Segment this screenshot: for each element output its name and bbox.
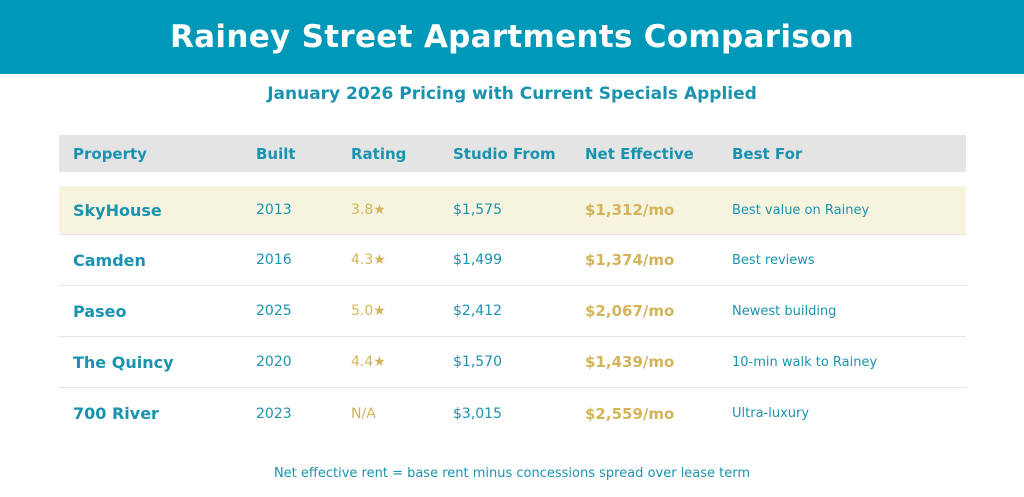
table-row: 700 River 2023 N/A $3,015 $2,559/mo Ultr… [59, 388, 966, 439]
header-studio-from: Studio From [453, 144, 556, 163]
page-title: Rainey Street Apartments Comparison [170, 19, 854, 55]
table-row: SkyHouse 2013 3.8★ $1,575 $1,312/mo Best… [59, 186, 966, 235]
page-subtitle: January 2026 Pricing with Current Specia… [267, 84, 757, 104]
rating-value: 4.3★ [351, 252, 386, 268]
best-for-note: Best value on Rainey [732, 202, 870, 218]
built-year: 2023 [256, 405, 292, 422]
comparison-table: Property Built Rating Studio From Net Ef… [59, 135, 966, 439]
header-built: Built [256, 144, 296, 163]
rating-value: 4.4★ [351, 354, 386, 370]
header-net-effective: Net Effective [585, 144, 694, 163]
best-for-note: Ultra-luxury [732, 406, 810, 421]
property-name: Paseo [73, 301, 127, 321]
best-for-note: Newest building [732, 303, 837, 319]
built-year: 2013 [256, 202, 292, 218]
net-effective-price: $1,439/mo [585, 353, 675, 371]
header-rating: Rating [351, 144, 407, 163]
title-banner: Rainey Street Apartments Comparison [0, 0, 1024, 74]
studio-price: $3,015 [453, 405, 502, 422]
property-name: The Quincy [73, 352, 174, 372]
footnote: Net effective rent = base rent minus con… [273, 466, 751, 481]
net-effective-price: $1,374/mo [585, 251, 675, 269]
net-effective-price: $1,312/mo [585, 201, 675, 219]
studio-price: $2,412 [453, 303, 502, 319]
studio-price: $1,575 [453, 202, 502, 218]
table-row: The Quincy 2020 4.4★ $1,570 $1,439/mo 10… [59, 337, 966, 388]
rating-value: N/A [351, 405, 376, 422]
rating-value: 3.8★ [351, 202, 386, 218]
net-effective-price: $2,067/mo [585, 302, 675, 320]
best-for-note: Best reviews [732, 252, 815, 268]
best-for-note: 10-min walk to Rainey [732, 354, 878, 370]
table-row: Paseo 2025 5.0★ $2,412 $2,067/mo Newest … [59, 286, 966, 337]
table-row: Camden 2016 4.3★ $1,499 $1,374/mo Best r… [59, 235, 966, 286]
property-name: 700 River [73, 404, 159, 423]
rating-value: 5.0★ [351, 303, 386, 319]
studio-price: $1,570 [453, 354, 502, 370]
table-header-row: Property Built Rating Studio From Net Ef… [59, 135, 966, 172]
header-property: Property [73, 144, 147, 163]
studio-price: $1,499 [453, 252, 502, 268]
built-year: 2020 [256, 354, 292, 370]
built-year: 2025 [256, 303, 292, 319]
property-name: SkyHouse [73, 200, 162, 220]
header-best-for: Best For [732, 144, 803, 163]
property-name: Camden [73, 250, 146, 270]
built-year: 2016 [256, 252, 292, 268]
net-effective-price: $2,559/mo [585, 404, 675, 423]
